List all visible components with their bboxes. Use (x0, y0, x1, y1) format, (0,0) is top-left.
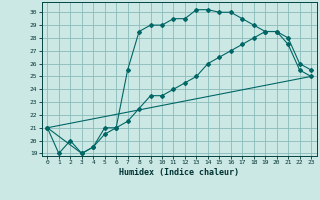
X-axis label: Humidex (Indice chaleur): Humidex (Indice chaleur) (119, 168, 239, 177)
